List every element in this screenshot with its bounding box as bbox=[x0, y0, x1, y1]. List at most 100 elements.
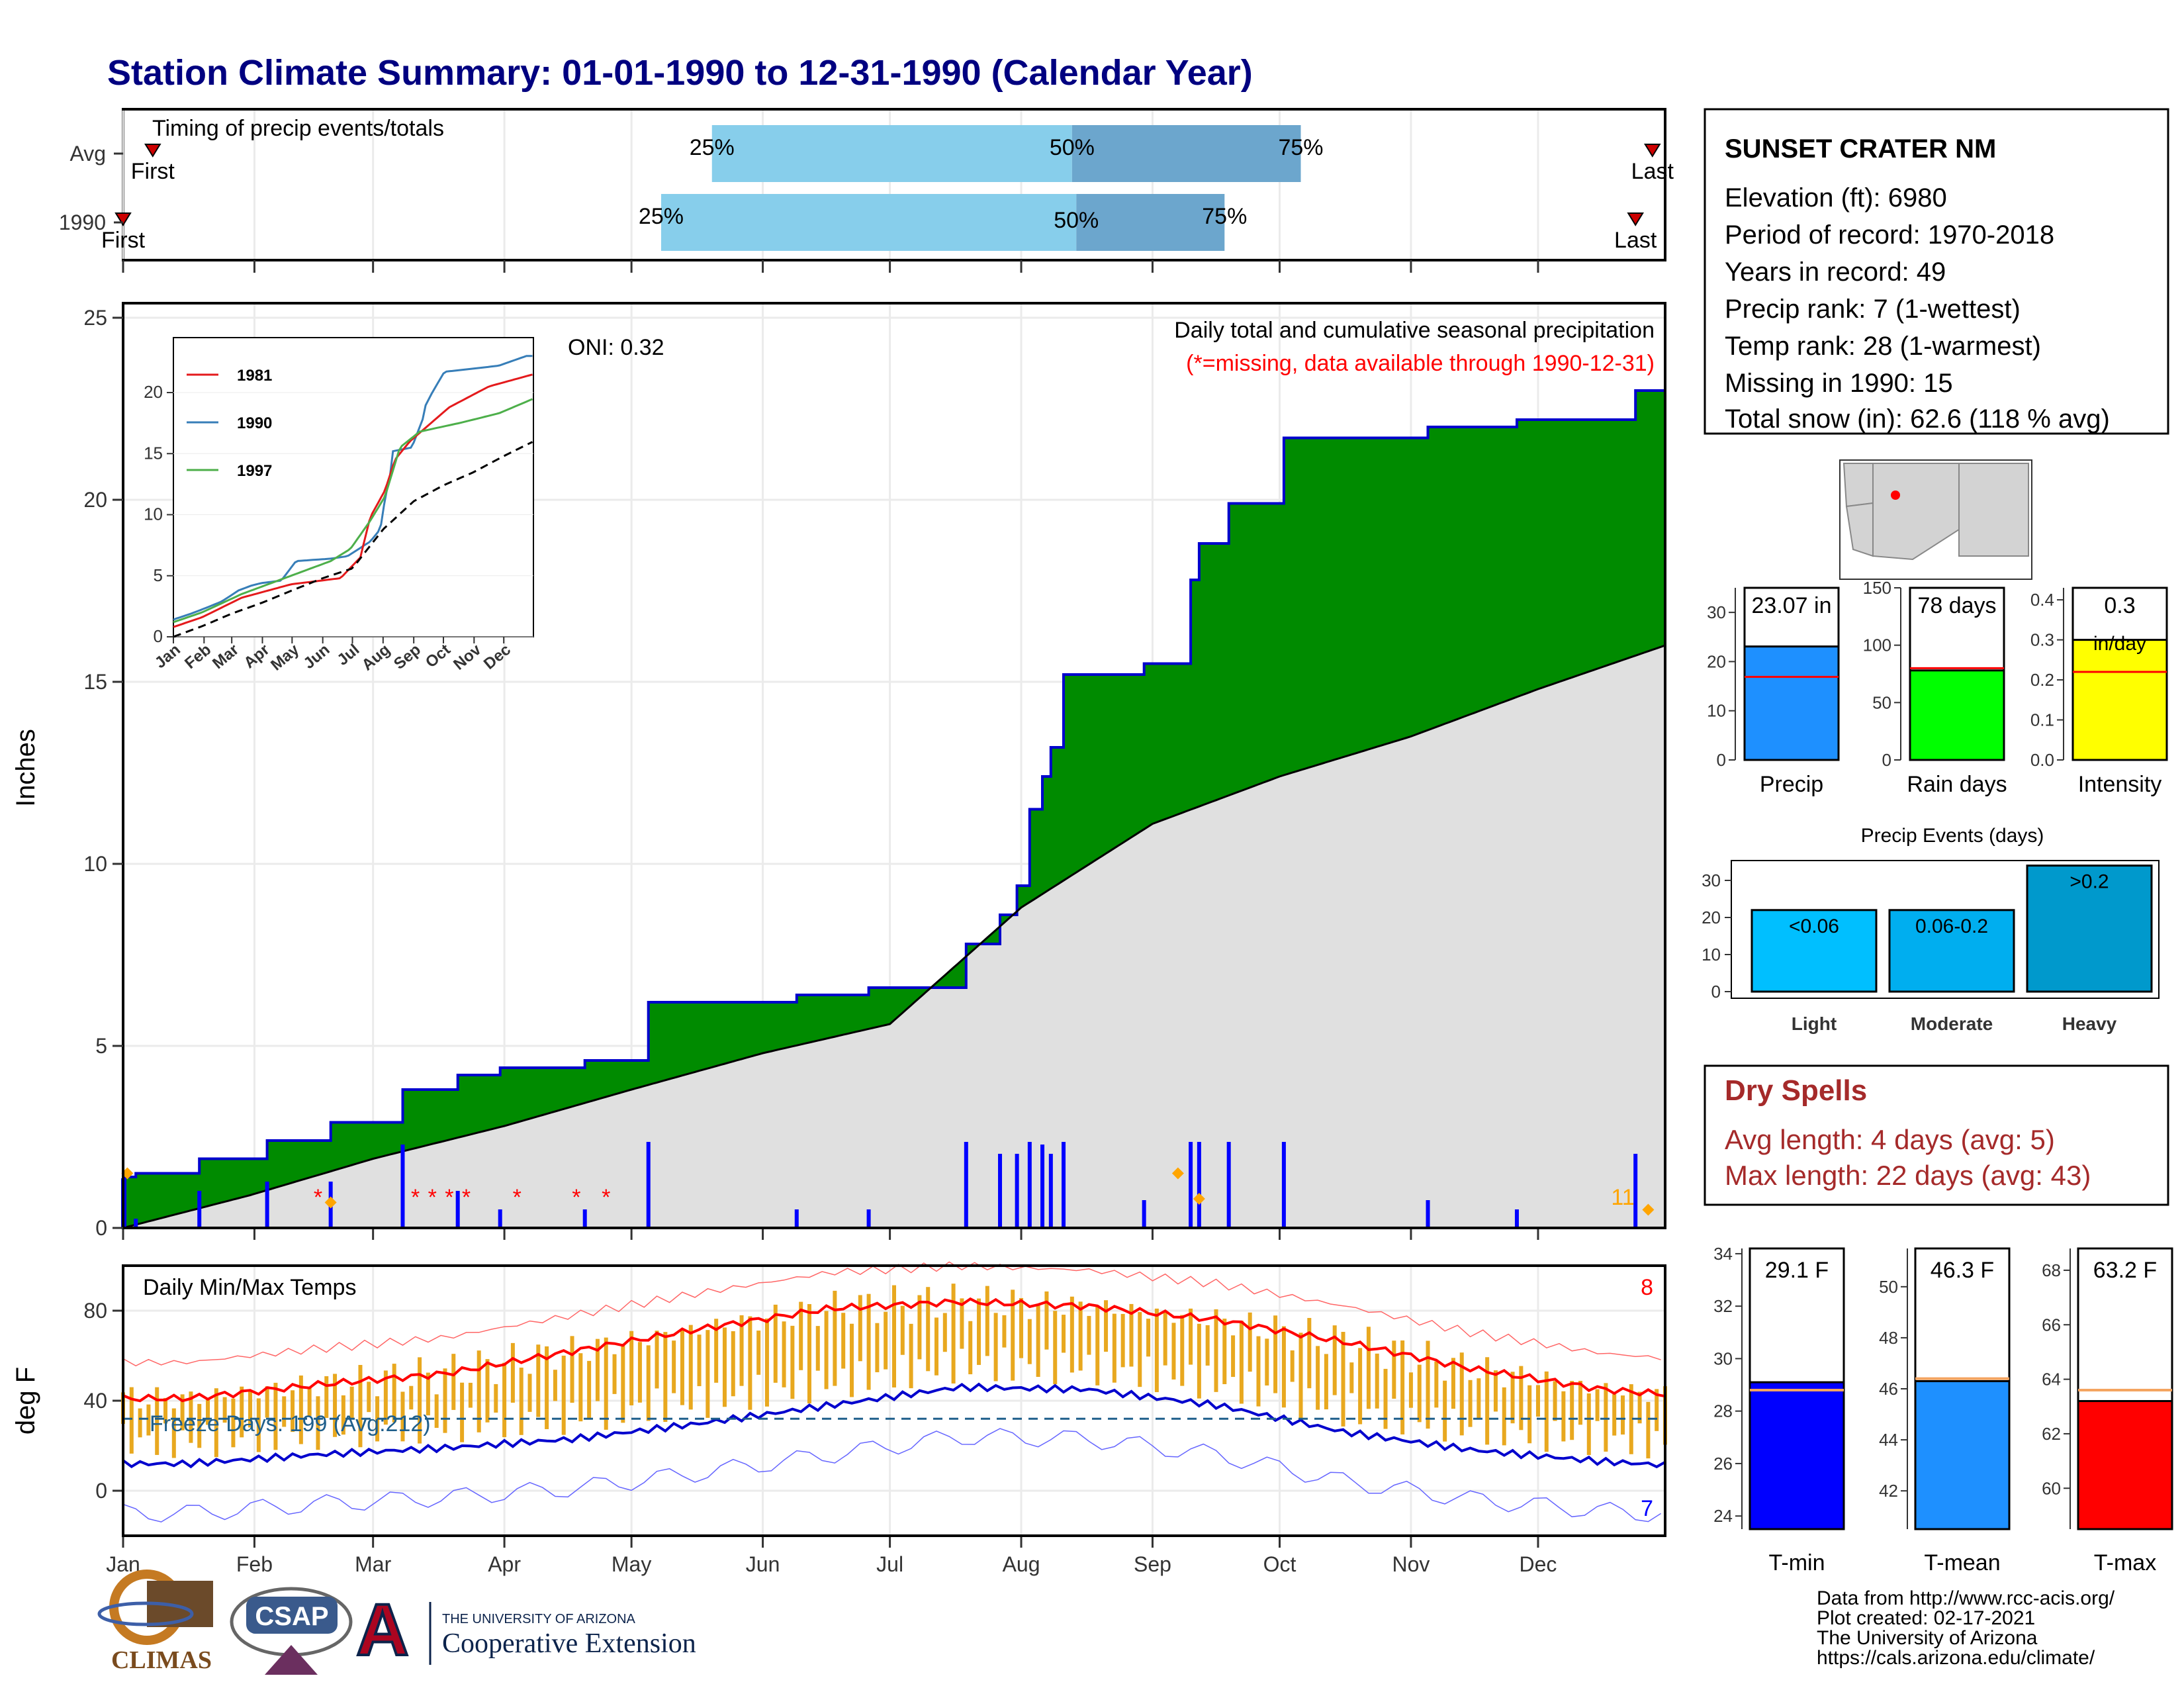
min-record-count: 7 bbox=[1641, 1496, 1653, 1521]
daily-temp-bar bbox=[282, 1396, 287, 1427]
daily-temp-bar bbox=[1231, 1335, 1236, 1378]
daily-temp-bar bbox=[1485, 1357, 1490, 1445]
daily-temp-bar bbox=[1561, 1391, 1566, 1442]
timing-row-1990-label: 1990 bbox=[59, 211, 106, 234]
temp-frame bbox=[122, 1264, 1666, 1537]
daily-temp-bar bbox=[222, 1397, 227, 1423]
daily-temp-bar bbox=[553, 1370, 557, 1401]
daily-temp-bar bbox=[502, 1362, 507, 1438]
snow-marker bbox=[1171, 1167, 1184, 1180]
daily-precip-bar bbox=[1426, 1200, 1430, 1228]
cumulative-1990-line bbox=[123, 389, 1665, 1178]
daily-precip-bar bbox=[998, 1154, 1003, 1228]
daily-temp-bar bbox=[189, 1391, 193, 1443]
precip-ytick-label: 10 bbox=[83, 852, 107, 876]
daily-temp-bar bbox=[731, 1331, 735, 1397]
timing-q50-label: 50% bbox=[1050, 135, 1095, 160]
daily-temp-bar bbox=[926, 1287, 931, 1372]
daily-temp-bar bbox=[291, 1390, 295, 1432]
daily-temp-bar bbox=[206, 1398, 210, 1425]
oni-label: ONI: 0.32 bbox=[568, 335, 664, 360]
daily-temp-bar bbox=[1468, 1380, 1473, 1427]
month-label: Dec bbox=[1520, 1552, 1557, 1576]
daily-temp-bar bbox=[1510, 1372, 1515, 1424]
missing-marker: * bbox=[513, 1185, 522, 1210]
daily-temp-bar bbox=[231, 1398, 236, 1448]
dry-spells-max: Max length: 22 days (avg: 43) bbox=[1725, 1160, 2091, 1191]
temp-ylabel: deg F bbox=[11, 1367, 40, 1434]
temp-summary-value: 46.3 F bbox=[1931, 1258, 1994, 1283]
daily-temp-bar bbox=[265, 1386, 269, 1418]
daily-temp-bar bbox=[155, 1387, 159, 1455]
month-label: Sep bbox=[1134, 1552, 1171, 1576]
daily-temp-bar bbox=[1239, 1321, 1244, 1404]
daily-temp-bar bbox=[1451, 1358, 1455, 1409]
daily-temp-bar bbox=[748, 1316, 752, 1410]
daily-temp-bar bbox=[485, 1359, 490, 1423]
daily-temp-bar bbox=[1383, 1368, 1388, 1429]
daily-temp-bar bbox=[934, 1317, 939, 1376]
precip-title: Daily total and cumulative seasonal prec… bbox=[1174, 318, 1655, 343]
inset-ytick-label: 20 bbox=[144, 382, 163, 402]
daily-temp-bar bbox=[1477, 1378, 1481, 1419]
daily-temp-bar bbox=[1408, 1372, 1413, 1408]
daily-temp-bar bbox=[1222, 1319, 1227, 1384]
footer-line-3: The University of Arizona bbox=[1817, 1627, 2038, 1649]
daily-temp-bar bbox=[1400, 1340, 1405, 1434]
daily-precip-bar bbox=[1226, 1142, 1231, 1228]
daily-precip-bar bbox=[400, 1145, 405, 1228]
timing-q25-label: 25% bbox=[639, 204, 684, 229]
daily-temp-bar bbox=[349, 1386, 354, 1419]
ua-small-text: THE UNIVERSITY OF ARIZONA bbox=[442, 1612, 636, 1626]
inset-ytick-label: 15 bbox=[144, 443, 163, 463]
precip-event-bar-label: 0.06-0.2 bbox=[1915, 915, 1988, 937]
precip-events-ytick-label: 30 bbox=[1702, 870, 1721, 890]
daily-temp-bar bbox=[993, 1313, 998, 1382]
timing-q75-label: 75% bbox=[1278, 135, 1323, 160]
inset-legend-1990: 1990 bbox=[237, 414, 272, 432]
precip-count-note: 11 bbox=[1611, 1185, 1634, 1210]
precip-events-ytick-label: 0 bbox=[1711, 982, 1721, 1002]
daily-temp-bar bbox=[1417, 1364, 1422, 1423]
daily-temp-bar bbox=[884, 1311, 888, 1370]
daily-temp-bar bbox=[1112, 1313, 1116, 1383]
avg-cumulative-line bbox=[122, 644, 1666, 1229]
daily-temp-bar bbox=[773, 1304, 778, 1383]
summary-ytick-label: 10 bbox=[1707, 701, 1726, 721]
daily-temp-bar bbox=[1087, 1315, 1091, 1355]
temp-summary-ytick-label: 48 bbox=[1879, 1328, 1898, 1348]
daily-temp-bar bbox=[1349, 1362, 1354, 1393]
snow-marker bbox=[324, 1196, 337, 1209]
daily-temp-bar bbox=[248, 1390, 253, 1428]
climas-logo-orbit bbox=[97, 1601, 194, 1626]
temp-summary-ytick-label: 28 bbox=[1713, 1401, 1733, 1421]
daily-temp-bar bbox=[443, 1368, 447, 1433]
precip-subtitle: (*=missing, data available through 1990-… bbox=[1186, 351, 1655, 376]
temp-summary-value: 63.2 F bbox=[2093, 1258, 2157, 1283]
daily-temp-bar bbox=[815, 1326, 820, 1371]
daily-temp-bar bbox=[1095, 1306, 1100, 1385]
precip-event-name: Moderate bbox=[1911, 1013, 1993, 1034]
temp-panel: 0 40 80 Daily Min/Max Temps Freeze Days: 1… bbox=[11, 1261, 1667, 1576]
daily-temp-bar bbox=[646, 1345, 651, 1421]
summary-bar-name: Intensity bbox=[2078, 772, 2162, 797]
daily-precip-bar bbox=[964, 1142, 968, 1228]
daily-temp-bar bbox=[1053, 1311, 1058, 1384]
daily-temp-bar bbox=[1434, 1361, 1439, 1408]
daily-precip-bar bbox=[498, 1209, 502, 1228]
daily-temp-bar bbox=[129, 1387, 134, 1454]
summary-ytick-label: 0.3 bbox=[2030, 630, 2054, 650]
daily-temp-bar bbox=[1069, 1296, 1074, 1373]
daily-temp-bar bbox=[1375, 1353, 1379, 1409]
missing-marker: * bbox=[445, 1185, 453, 1210]
daily-precip-bar bbox=[1189, 1142, 1193, 1228]
station-period: Period of record: 1970-2018 bbox=[1725, 220, 2054, 250]
summary-ytick-label: 0 bbox=[1717, 750, 1726, 770]
daily-temp-bar bbox=[1316, 1346, 1320, 1410]
daily-temp-bar bbox=[1154, 1308, 1159, 1393]
daily-temp-bar bbox=[180, 1394, 185, 1430]
daily-temp-bar bbox=[468, 1382, 473, 1408]
timing-first-marker bbox=[144, 144, 161, 158]
daily-temp-bar bbox=[739, 1315, 744, 1386]
timing-last-label: Last bbox=[1631, 159, 1674, 184]
